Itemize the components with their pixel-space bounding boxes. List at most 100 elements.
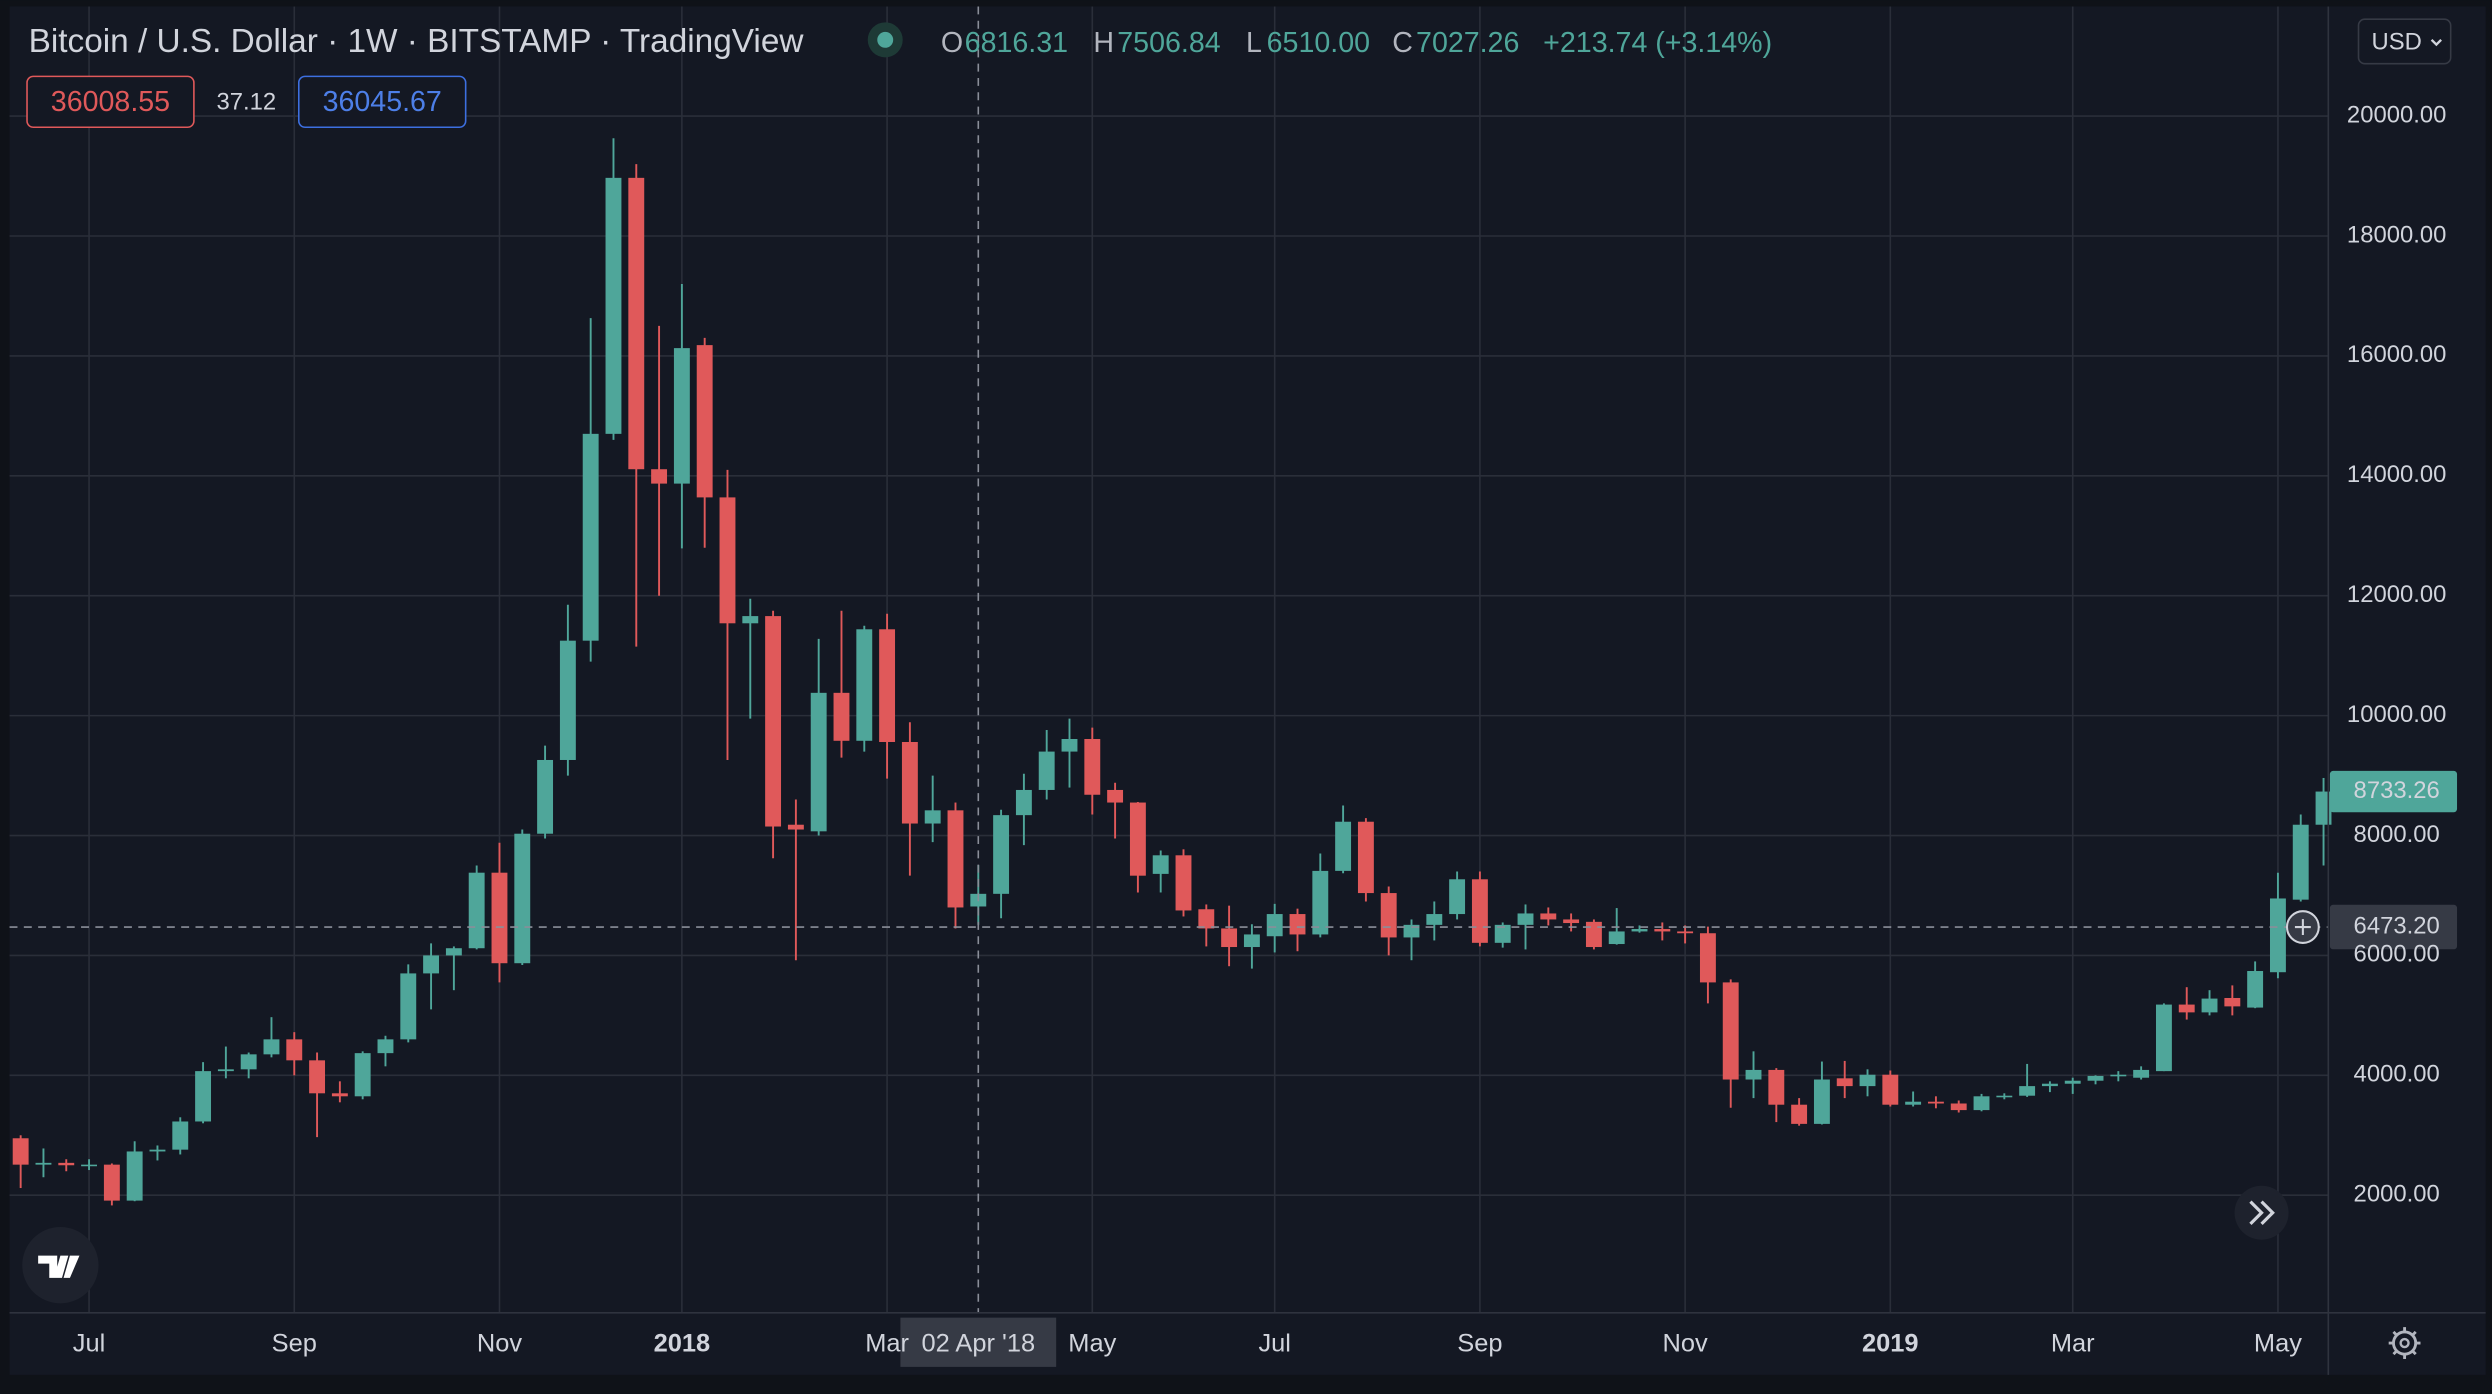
- candle-body: [1107, 789, 1124, 803]
- logo-mark: [38, 1255, 80, 1278]
- candle-body: [491, 872, 508, 964]
- candle-body: [2155, 1004, 2172, 1072]
- candle-body: [263, 1039, 280, 1055]
- candle-body: [2041, 1083, 2058, 1087]
- y-tick-label: 4000.00: [2354, 1061, 2440, 1088]
- status-dot: [877, 31, 894, 48]
- candle-body: [742, 616, 759, 624]
- candle-body: [1882, 1074, 1899, 1105]
- candle-body: [103, 1164, 120, 1201]
- candle-body: [833, 692, 850, 741]
- x-tick-label: Nov: [477, 1329, 522, 1357]
- candle-body: [2247, 971, 2264, 1008]
- candle-body: [2019, 1086, 2036, 1096]
- candle-body: [1540, 913, 1557, 920]
- currency-button[interactable]: [2357, 18, 2452, 65]
- candle-body: [2110, 1074, 2127, 1077]
- x-tick-label: Mar: [2051, 1329, 2095, 1357]
- candle-body: [1494, 924, 1511, 943]
- candle-body: [1836, 1078, 1853, 1087]
- candle-body: [1631, 929, 1648, 932]
- ohlc-value: 7506.84: [1117, 27, 1220, 59]
- candle-body: [354, 1053, 371, 1097]
- x-tick-label: Jul: [73, 1329, 105, 1357]
- candle-body: [1403, 924, 1420, 938]
- candle-body: [1813, 1079, 1830, 1124]
- add-alert-icon: [2294, 919, 2311, 935]
- candle-body: [2269, 898, 2286, 973]
- candle-body: [719, 497, 736, 624]
- x-tick-label: Mar: [865, 1329, 909, 1357]
- candle-body: [696, 345, 713, 498]
- x-tick-label: Sep: [1457, 1329, 1502, 1357]
- candle-body: [58, 1162, 75, 1166]
- candle-body: [1380, 893, 1397, 938]
- candle-body: [947, 810, 964, 908]
- candle-body: [810, 692, 827, 832]
- candle-body: [1243, 934, 1260, 948]
- candle-body: [1152, 855, 1169, 874]
- x-tick-label: Jul: [1258, 1329, 1290, 1357]
- ohlc-key: L: [1246, 27, 1262, 59]
- candle-body: [1563, 919, 1580, 924]
- candle-body: [309, 1060, 326, 1094]
- currency-chevron: [2430, 38, 2442, 47]
- scroll-right-icon: [2249, 1200, 2275, 1225]
- candle-body: [217, 1069, 234, 1072]
- candle-body: [559, 640, 576, 760]
- candle-body: [765, 616, 782, 827]
- ohlc-value: 7027.26: [1416, 27, 1519, 59]
- y-tick-label: 12000.00: [2347, 581, 2446, 608]
- candle-body: [126, 1151, 143, 1201]
- y-tick-label: 10000.00: [2347, 701, 2446, 728]
- candle-body: [35, 1162, 52, 1165]
- candle-body: [377, 1039, 394, 1054]
- sell-price: 36008.55: [51, 86, 170, 118]
- candle-body: [1449, 879, 1466, 915]
- ohlc-key: H: [1093, 27, 1114, 59]
- x-tick-label: May: [2254, 1329, 2302, 1357]
- candle-body: [651, 469, 668, 484]
- candle-body: [2087, 1075, 2104, 1081]
- candle-body: [1973, 1096, 1990, 1111]
- y-tick-label: 14000.00: [2347, 461, 2446, 488]
- candle-body: [445, 948, 462, 956]
- candle-body: [879, 629, 896, 742]
- candle-body: [1768, 1069, 1785, 1105]
- candle-body: [468, 872, 485, 949]
- candle-body: [1791, 1104, 1808, 1124]
- candle-body: [901, 741, 918, 824]
- buy-box[interactable]: [297, 75, 467, 129]
- x-tick-label: 2018: [654, 1329, 711, 1357]
- candle-body: [1585, 921, 1602, 948]
- x-tick-label: Sep: [272, 1329, 317, 1357]
- crosshair-price: 6473.20: [2354, 912, 2440, 939]
- candle-body: [1950, 1103, 1967, 1111]
- candle-body: [1129, 802, 1146, 876]
- candle-body: [1722, 982, 1739, 1080]
- candle-body: [1038, 751, 1055, 790]
- crosshair-price-box: [2329, 904, 2458, 950]
- candle-body: [1608, 931, 1625, 945]
- y-tick-label: 18000.00: [2347, 221, 2446, 248]
- chart-title: Bitcoin / U.S. Dollar · 1W · BITSTAMP · …: [29, 23, 805, 60]
- spread: 37.12: [217, 89, 277, 116]
- sell-box[interactable]: [26, 75, 195, 129]
- candle-body: [1905, 1101, 1922, 1105]
- candle-body: [81, 1164, 98, 1167]
- candle-body: [1517, 913, 1534, 925]
- candle-body: [2224, 997, 2241, 1007]
- crosshair-date: 02 Apr '18: [921, 1329, 1035, 1357]
- y-tick-label: 2000.00: [2354, 1181, 2440, 1208]
- candle-body: [12, 1138, 29, 1165]
- candle-body: [1654, 929, 1671, 932]
- candle-body: [1426, 914, 1443, 925]
- candle-body: [787, 824, 804, 830]
- x-tick-label: 2019: [1862, 1329, 1919, 1357]
- candle-body: [400, 973, 417, 1040]
- candle-body: [423, 955, 440, 974]
- candle-body: [1745, 1069, 1762, 1080]
- settings-icon[interactable]: [2388, 1327, 2421, 1359]
- candle-body: [2292, 824, 2309, 900]
